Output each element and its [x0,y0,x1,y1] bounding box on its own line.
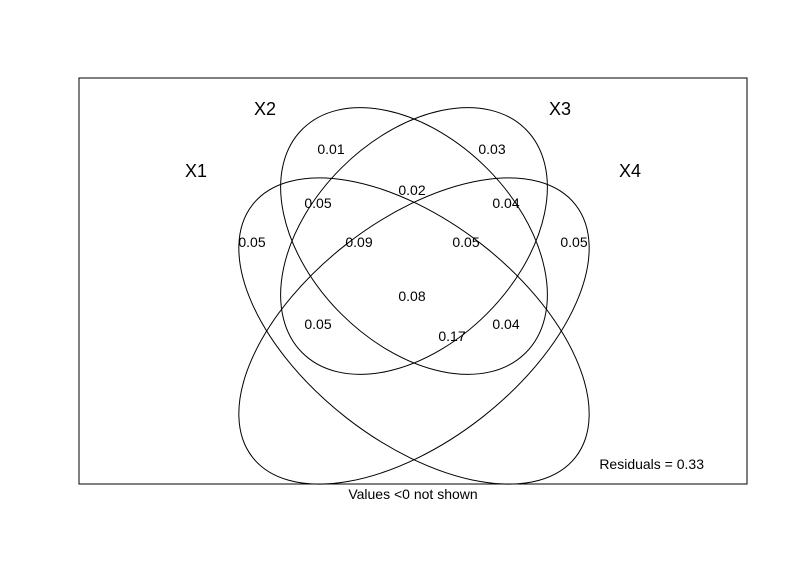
set-label-x4: X4 [619,161,641,181]
ellipse-x3 [280,107,548,375]
set-label-x3: X3 [549,99,571,119]
region-value-x4-only: 0.05 [560,234,587,250]
region-value-x2-x4: 0.04 [492,316,519,332]
ellipse-x4 [238,177,590,485]
set-label-x2: X2 [254,99,276,119]
region-value-all: 0.08 [398,288,425,304]
region-value-x3-x4: 0.04 [492,195,519,211]
region-value-x1-x3: 0.05 [304,316,331,332]
region-value-x3-only: 0.03 [478,141,505,157]
ellipse-x2 [280,107,548,375]
footnote-label: Values <0 not shown [348,486,477,502]
region-value-x1-x2-x3: 0.09 [345,234,372,250]
set-label-x1: X1 [185,161,207,181]
region-value-x2-x3-x4: 0.05 [452,234,479,250]
plot-frame [78,77,748,485]
region-value-x2-only: 0.01 [317,141,344,157]
residuals-label: Residuals = 0.33 [599,456,704,472]
region-value-x1-only: 0.05 [238,234,265,250]
region-value-x1-x3-x4: 0.17 [438,328,465,344]
region-value-x1-x2: 0.05 [304,195,331,211]
ellipse-x1 [238,177,590,485]
region-value-x2-x3: 0.02 [398,182,425,198]
